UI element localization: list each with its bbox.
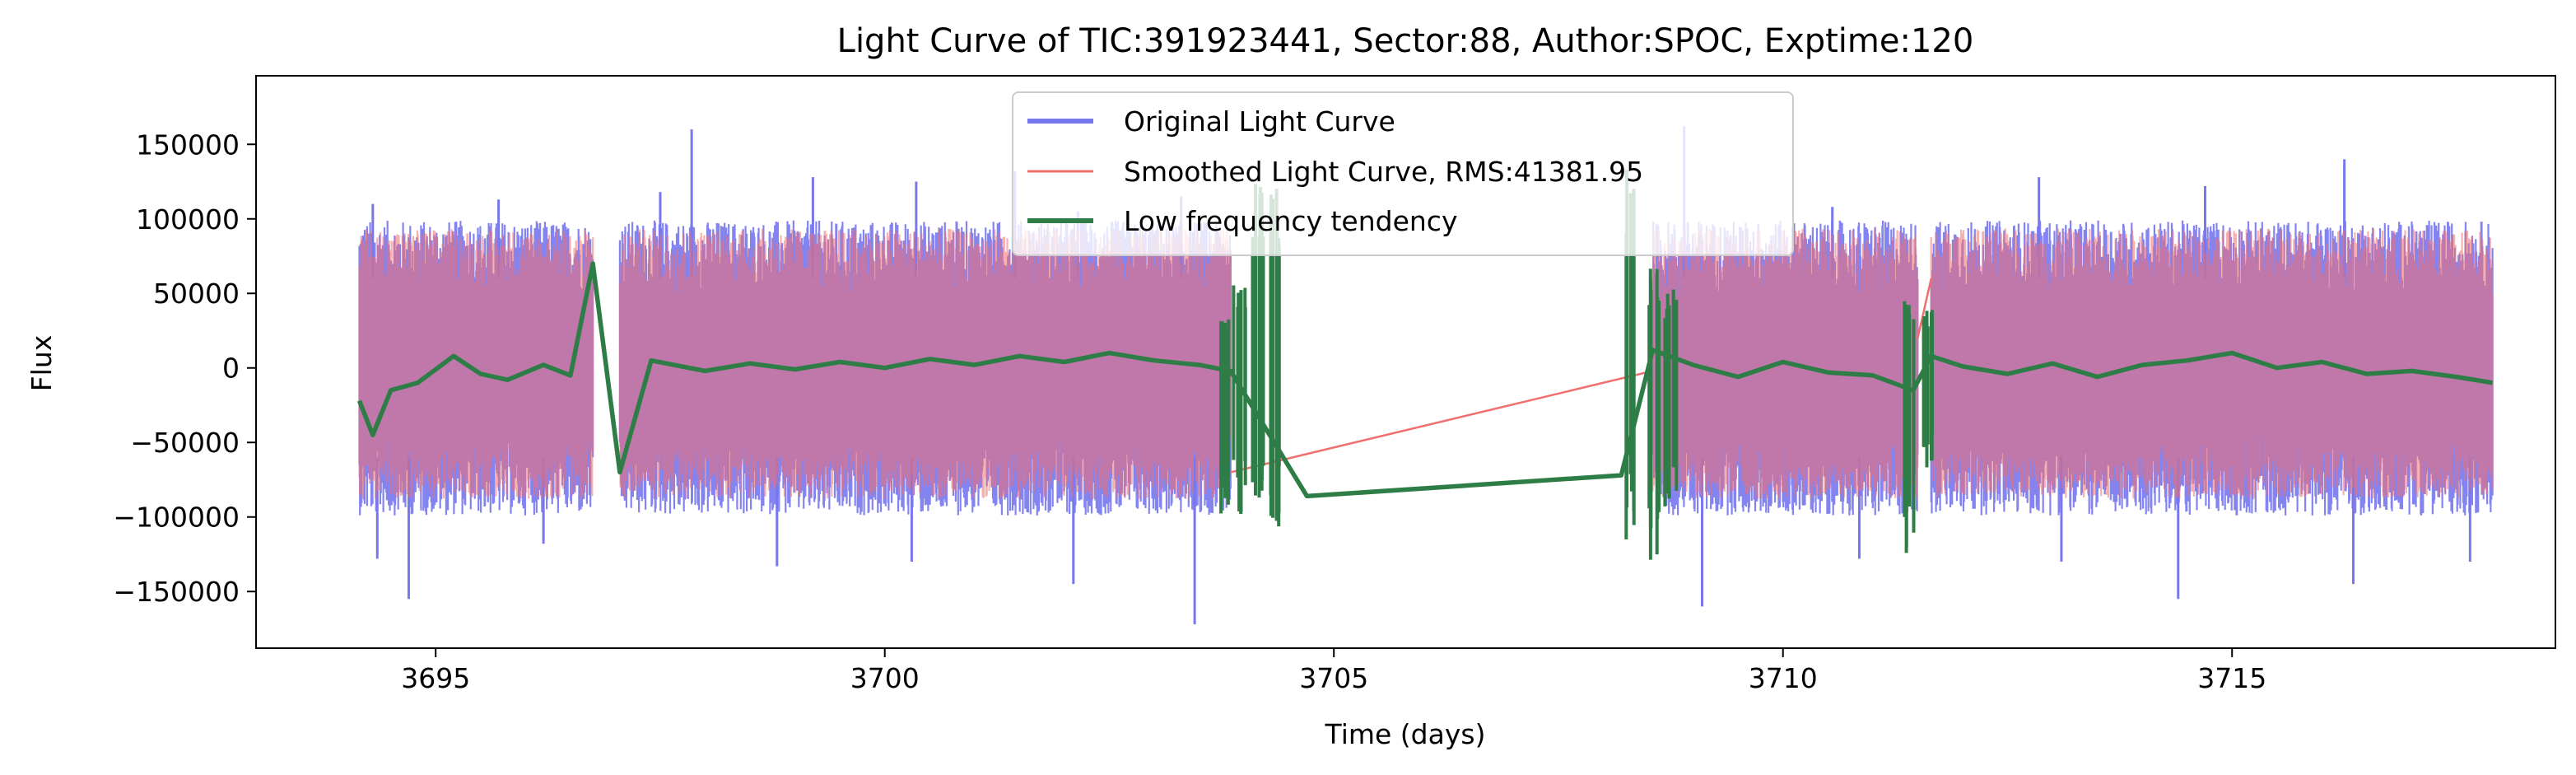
axes-frame: [255, 75, 2556, 649]
x-tick-label: 3695: [401, 662, 470, 694]
series-tendency-line: [356, 261, 2494, 499]
y-tick-label: −100000: [113, 502, 240, 534]
y-tick-label: −50000: [130, 427, 240, 459]
smoothed-connector-0: [1230, 370, 1653, 474]
x-axis-ticks: 3695 3700 3705 3710 3715: [401, 648, 2266, 694]
series-smoothed-band: [358, 228, 2494, 499]
y-tick-label: 0: [222, 352, 240, 385]
x-axis-label: Time (days): [1325, 718, 1486, 750]
legend-frame: [1012, 91, 1794, 256]
x-tick-label: 3715: [2197, 662, 2266, 694]
legend: Original Light Curve Smoothed Light Curv…: [1012, 91, 1794, 256]
y-tick-label: 50000: [153, 278, 240, 310]
x-tick-label: 3710: [1749, 662, 1818, 694]
y-axis-label: Flux: [26, 335, 58, 392]
chart-title: Light Curve of TIC:391923441, Sector:88,…: [837, 22, 1974, 60]
x-tick-label: 3700: [850, 662, 920, 694]
chart-title-text: Light Curve of TIC:391923441, Sector:88,…: [837, 22, 1974, 60]
smoothed-connector-1: [1917, 278, 1932, 338]
legend-label-tendency: Low frequency tendency: [1124, 205, 1457, 237]
x-tick-label: 3705: [1299, 662, 1368, 694]
tendency-gap-spikes: [1219, 170, 1934, 560]
y-tick-label: 100000: [136, 203, 240, 236]
y-tick-label: −150000: [113, 576, 240, 608]
legend-label-smoothed: Smoothed Light Curve, RMS:41381.95: [1124, 156, 1643, 188]
legend-label-original: Original Light Curve: [1124, 105, 1395, 138]
y-axis-ticks: −150000 −100000 −50000 0 50000 100000 150000: [113, 128, 256, 608]
y-tick-label: 150000: [136, 128, 240, 161]
